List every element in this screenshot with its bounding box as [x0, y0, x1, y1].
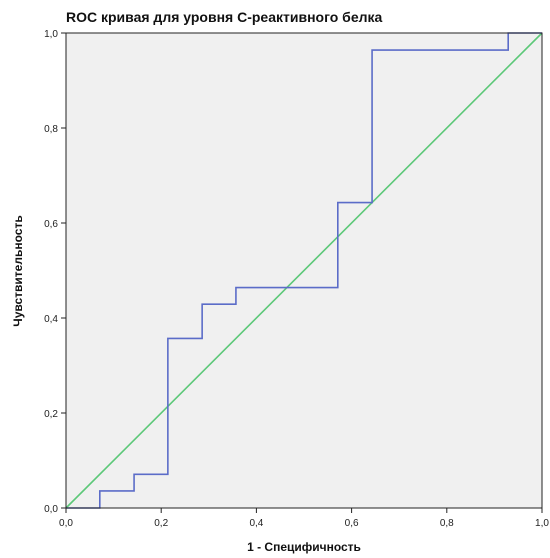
- x-tick-label: 1,0: [535, 518, 549, 529]
- chart-title: ROC кривая для уровня С-реактивного белк…: [66, 9, 382, 25]
- x-tick-label: 0,2: [154, 518, 168, 529]
- y-tick-label: 0,8: [44, 124, 58, 135]
- x-tick-label: 0,0: [59, 518, 73, 529]
- x-tick-label: 0,4: [249, 518, 263, 529]
- x-tick-label: 0,8: [440, 518, 454, 529]
- y-axis-label: Чувствительность: [11, 215, 25, 326]
- y-tick-label: 0,6: [44, 219, 58, 230]
- y-tick-label: 1,0: [44, 29, 58, 40]
- y-tick-label: 0,2: [44, 409, 58, 420]
- roc-curve-line: [66, 32, 542, 509]
- x-tick-label: 0,6: [345, 518, 359, 529]
- y-tick-label: 0,4: [44, 314, 58, 325]
- tick-layer: 0,0 0,2 0,4 0,6 0,8 1,0 0,0 0,2 0,4 0,6 0,8 1,0: [44, 29, 549, 529]
- reference-diagonal-line: [65, 32, 543, 509]
- x-axis-label: 1 - Специфичность: [247, 540, 361, 554]
- plot-frame: [65, 32, 543, 509]
- y-tick-label: 0,0: [44, 504, 58, 515]
- series-layer: [65, 32, 543, 509]
